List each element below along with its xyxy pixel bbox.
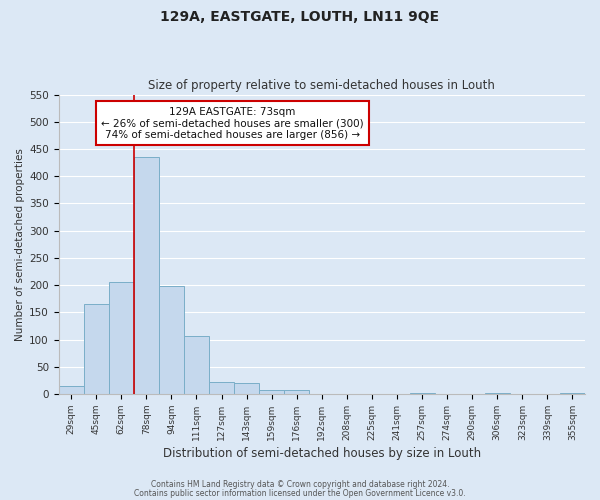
Text: Contains HM Land Registry data © Crown copyright and database right 2024.: Contains HM Land Registry data © Crown c… — [151, 480, 449, 489]
Bar — [234, 383, 259, 394]
Bar — [59, 386, 84, 394]
Text: 129A EASTGATE: 73sqm
← 26% of semi-detached houses are smaller (300)
74% of semi: 129A EASTGATE: 73sqm ← 26% of semi-detac… — [101, 106, 364, 140]
Y-axis label: Number of semi-detached properties: Number of semi-detached properties — [15, 148, 25, 340]
Bar — [485, 393, 510, 394]
Title: Size of property relative to semi-detached houses in Louth: Size of property relative to semi-detach… — [148, 79, 495, 92]
Text: Contains public sector information licensed under the Open Government Licence v3: Contains public sector information licen… — [134, 488, 466, 498]
Bar — [259, 390, 284, 394]
Bar — [109, 282, 134, 394]
Bar — [410, 393, 434, 394]
Bar — [134, 157, 159, 394]
Bar — [209, 382, 234, 394]
Bar — [184, 336, 209, 394]
Bar — [284, 390, 309, 394]
Bar — [560, 393, 585, 394]
X-axis label: Distribution of semi-detached houses by size in Louth: Distribution of semi-detached houses by … — [163, 447, 481, 460]
Bar — [159, 286, 184, 394]
Text: 129A, EASTGATE, LOUTH, LN11 9QE: 129A, EASTGATE, LOUTH, LN11 9QE — [160, 10, 440, 24]
Bar — [84, 304, 109, 394]
